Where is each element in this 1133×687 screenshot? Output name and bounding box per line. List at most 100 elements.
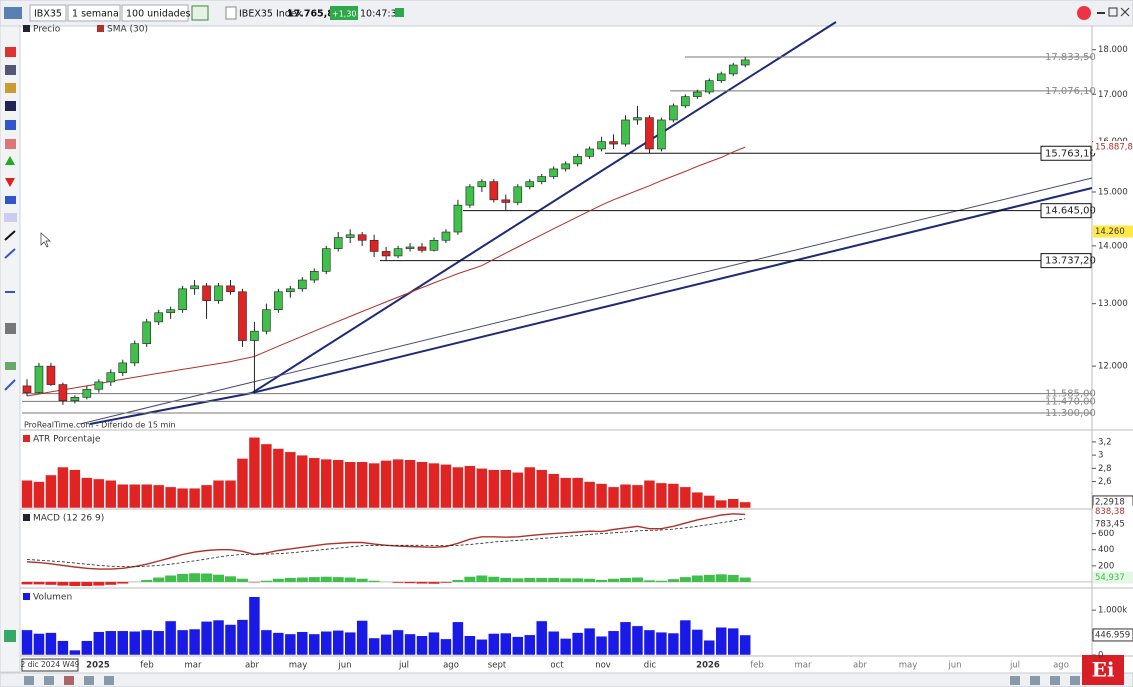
maximize[interactable] [1108, 7, 1118, 17]
bar [476, 639, 488, 656]
panel-title: MACD (12 26 9) [33, 514, 104, 524]
bar [21, 479, 33, 509]
candle-body [345, 234, 355, 238]
units[interactable]: 100 unidades [126, 9, 191, 20]
bar [81, 640, 93, 656]
time-label: 2026 [696, 661, 720, 671]
tool-icon[interactable] [5, 47, 16, 57]
bar [655, 482, 668, 509]
candle-body [142, 321, 151, 345]
close[interactable] [1120, 7, 1130, 17]
histogram-bar [452, 579, 464, 582]
histogram-bar [679, 577, 691, 582]
tool-icon[interactable] [4, 248, 16, 259]
chart-type-icon[interactable] [191, 5, 209, 21]
bar [128, 630, 141, 656]
bottom-icon[interactable] [44, 676, 54, 685]
tool-icon[interactable] [5, 362, 16, 370]
bottom-icon[interactable] [1010, 676, 1020, 685]
bottom-icon[interactable] [104, 676, 114, 685]
period-box[interactable] [67, 4, 121, 22]
candle-body [657, 119, 666, 150]
units-box[interactable] [121, 4, 189, 22]
bar [727, 498, 739, 509]
bar [619, 621, 632, 656]
symbol[interactable]: IBX35 [34, 9, 62, 20]
histogram-bar [368, 580, 380, 582]
tool-icon[interactable] [4, 379, 16, 391]
candle-body [70, 397, 80, 402]
tool-icon[interactable] [5, 120, 16, 130]
histogram-bar [608, 578, 620, 582]
bottom-icon[interactable] [24, 676, 34, 685]
bar [559, 638, 572, 656]
bar [715, 499, 728, 509]
level-label-box [1040, 203, 1092, 219]
tool-icon[interactable] [5, 323, 16, 334]
histogram-bar [344, 577, 356, 582]
tool-icon[interactable] [4, 230, 16, 241]
bar [523, 466, 536, 509]
toolbar-icon[interactable] [4, 7, 22, 19]
tool-icon[interactable] [4, 213, 17, 222]
histogram-bar [727, 574, 739, 582]
tool-icon[interactable] [5, 65, 16, 75]
histogram-label: 54,937 [1095, 573, 1125, 583]
candle-body [190, 285, 199, 290]
bottom-icon[interactable] [1070, 676, 1080, 685]
histogram-bar [189, 573, 201, 582]
tool-icon[interactable] [5, 196, 16, 204]
tool-icon[interactable] [5, 83, 16, 93]
left-toolbar [0, 25, 21, 673]
level-label: 11.300,00 [1045, 408, 1096, 419]
minimize[interactable] [1097, 12, 1105, 14]
refresh-icon[interactable] [1077, 6, 1091, 20]
bottom-icon[interactable] [1030, 676, 1040, 685]
doc-icon[interactable] [225, 6, 237, 20]
histogram-bar [512, 578, 524, 582]
bar [428, 462, 440, 509]
bar [583, 627, 596, 656]
bar [416, 461, 428, 509]
candle-body [693, 91, 702, 97]
bar [643, 629, 656, 656]
tool-icon[interactable] [5, 101, 16, 111]
candle-body [381, 251, 391, 257]
level-label-box [1040, 253, 1092, 269]
bar [476, 468, 488, 509]
tool-icon[interactable] [5, 178, 15, 187]
symbol-box[interactable] [29, 4, 67, 22]
bottom-icon[interactable] [84, 676, 94, 685]
bar [69, 469, 81, 509]
time-label: jul [398, 661, 409, 671]
level-label-box [1040, 145, 1092, 161]
bar [200, 484, 213, 509]
bar [344, 461, 356, 509]
bottom-icon[interactable] [1050, 676, 1060, 685]
bar [404, 459, 416, 509]
bar [595, 635, 608, 656]
bottom-bar [0, 672, 1133, 687]
bar [428, 631, 440, 656]
candle-body [58, 384, 68, 402]
bar [45, 474, 57, 509]
bar [188, 628, 201, 656]
bar [188, 487, 201, 509]
bar [356, 620, 368, 656]
candle-body [321, 248, 331, 272]
histogram-bar [272, 578, 284, 582]
candle-body [417, 246, 427, 251]
period[interactable]: 1 semana [72, 9, 119, 20]
histogram-bar [213, 574, 225, 582]
tool-icon[interactable] [5, 156, 15, 165]
time: 10:47:35 [360, 9, 403, 20]
tool-icon[interactable] [5, 139, 16, 149]
tool-icon[interactable] [4, 630, 16, 642]
histogram-bar [177, 573, 189, 582]
bar [248, 437, 261, 509]
bottom-icon[interactable] [64, 676, 74, 685]
bar [547, 630, 560, 656]
level-label: 17.076,10 [1045, 86, 1096, 97]
candle-body [357, 234, 367, 241]
bar [33, 481, 45, 509]
